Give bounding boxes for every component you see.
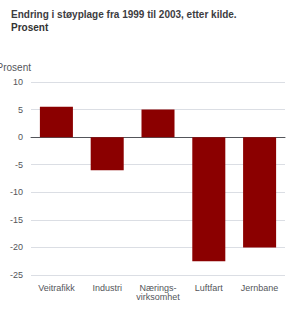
- svg-text:-10: -10: [10, 187, 23, 197]
- svg-text:Veitrafikk: Veitrafikk: [38, 283, 75, 293]
- svg-text:-20: -20: [10, 242, 23, 252]
- svg-text:5: 5: [18, 105, 23, 115]
- svg-text:-25: -25: [10, 270, 23, 280]
- svg-text:0: 0: [18, 132, 23, 142]
- svg-text:virksomhet: virksomhet: [136, 292, 180, 302]
- svg-text:10: 10: [13, 77, 23, 87]
- svg-text:Luftfart: Luftfart: [195, 283, 224, 293]
- svg-text:Industri: Industri: [92, 283, 122, 293]
- svg-text:-15: -15: [10, 215, 23, 225]
- svg-text:Jernbane: Jernbane: [241, 283, 279, 293]
- svg-text:-5: -5: [15, 160, 23, 170]
- svg-text:Prosent: Prosent: [11, 22, 49, 33]
- svg-text:Prosent: Prosent: [0, 62, 31, 73]
- svg-text:Nærings-: Nærings-: [139, 282, 177, 293]
- svg-text:Endring i støyplage fra 1999 t: Endring i støyplage fra 1999 til 2003, e…: [11, 9, 237, 20]
